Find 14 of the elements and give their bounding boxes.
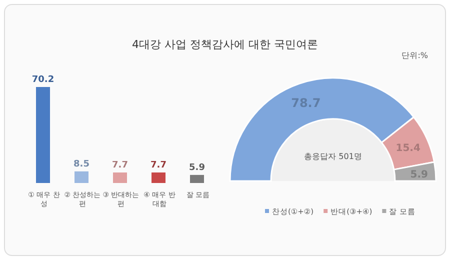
bar [190, 174, 204, 183]
data-label: 7.7 [150, 160, 166, 170]
data-label: 7.7 [112, 160, 128, 170]
bar [113, 172, 127, 183]
text: 총응답자 501명 [304, 152, 362, 161]
text: 단위:% [402, 51, 428, 60]
bar [74, 171, 88, 183]
data-label: 8.5 [74, 159, 90, 170]
chart-title: 4대강 사업 정책감사에 대한 국민여론 [132, 38, 318, 51]
data-label: 15.4 [396, 142, 420, 154]
bar [152, 172, 166, 183]
data-label: 5.9 [189, 162, 205, 173]
data-label: 70.2 [32, 75, 54, 85]
bar [36, 87, 50, 183]
